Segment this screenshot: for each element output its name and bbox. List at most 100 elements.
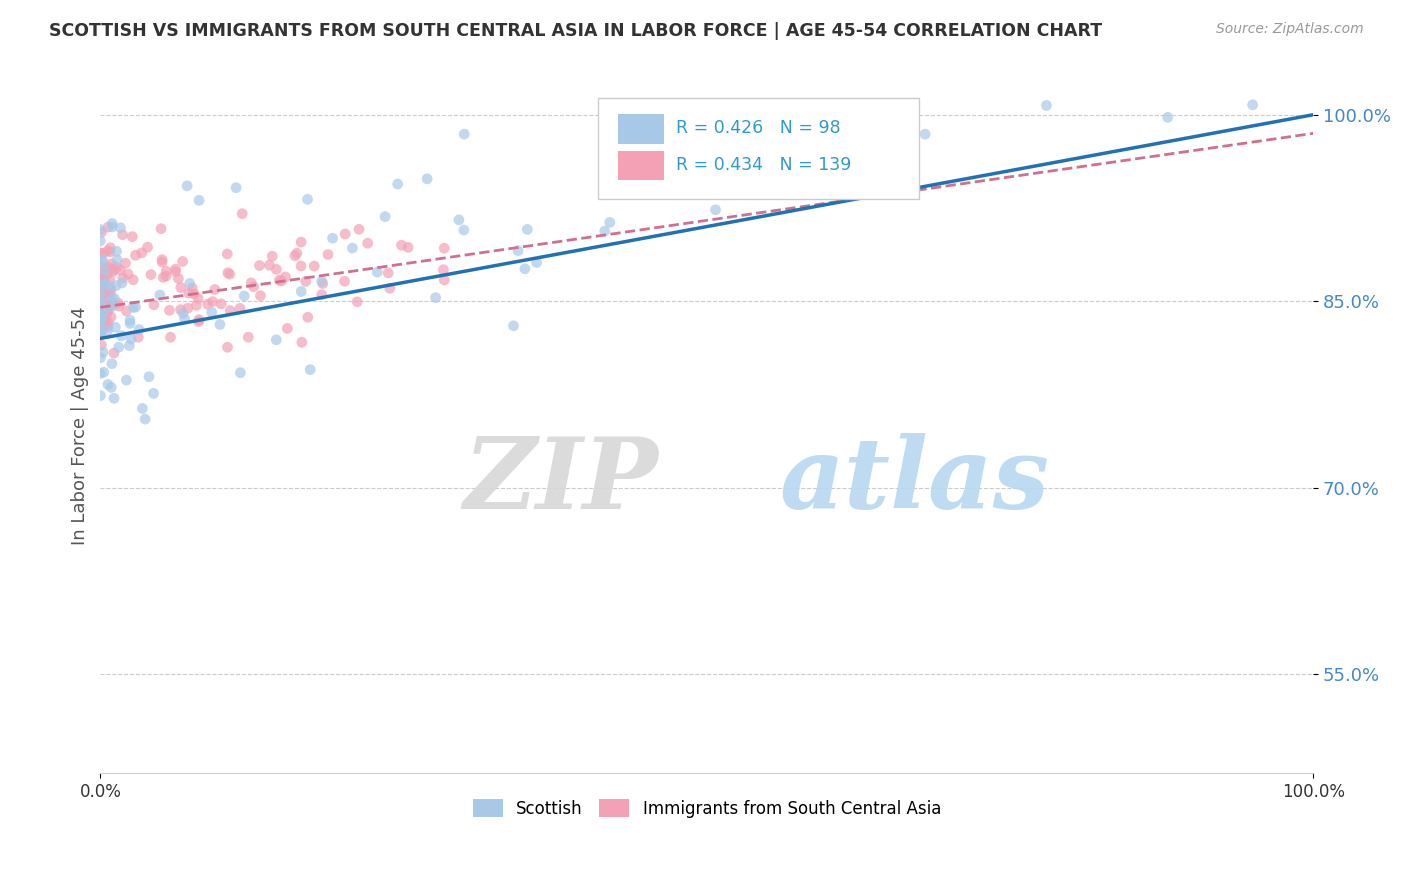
Point [117, 267, 139, 281]
Point [149, 288, 172, 302]
Point [93, 304, 115, 318]
Point [294, 274, 316, 288]
Point [506, 244, 529, 258]
Point [107, 340, 129, 354]
Point [131, 245, 153, 260]
Point [274, 269, 297, 284]
Point [97, 316, 120, 330]
Point [516, 222, 538, 236]
Point [312, 277, 335, 291]
Point [647, 167, 669, 181]
Point [134, 412, 156, 426]
Point [217, 266, 239, 280]
Point [89, 319, 111, 334]
Point [225, 180, 247, 194]
Point [704, 202, 727, 217]
Point [187, 291, 209, 305]
Point [201, 294, 224, 309]
Point [104, 320, 127, 334]
Point [93, 365, 115, 379]
Point [242, 279, 264, 293]
Point [231, 207, 253, 221]
Point [111, 227, 134, 242]
Point [101, 264, 124, 278]
Point [89, 351, 111, 365]
Point [181, 281, 204, 295]
Point [284, 249, 307, 263]
Point [101, 357, 124, 371]
Point [90, 311, 112, 326]
Text: atlas: atlas [779, 433, 1050, 529]
Point [115, 373, 138, 387]
Text: ZIP: ZIP [464, 433, 658, 529]
Point [333, 227, 356, 241]
Point [599, 215, 621, 229]
Point [93, 316, 115, 330]
Point [136, 240, 159, 254]
Point [159, 330, 181, 344]
Point [110, 263, 132, 277]
Point [89, 298, 111, 312]
Point [346, 294, 368, 309]
Point [128, 323, 150, 337]
Point [124, 248, 146, 262]
Point [347, 222, 370, 236]
Point [122, 301, 145, 315]
Point [105, 244, 128, 259]
Text: R = 0.434   N = 139: R = 0.434 N = 139 [676, 156, 852, 174]
Point [131, 401, 153, 416]
Point [204, 283, 226, 297]
Point [93, 311, 115, 326]
Point [90, 260, 112, 274]
Point [115, 304, 138, 318]
Point [111, 271, 134, 285]
Point [101, 296, 124, 310]
Point [266, 333, 288, 347]
Point [124, 300, 146, 314]
Point [914, 127, 936, 141]
Point [98, 244, 121, 259]
Point [93, 301, 115, 315]
Point [94, 288, 117, 302]
Point [110, 220, 132, 235]
Point [150, 255, 173, 269]
Point [155, 264, 177, 278]
Point [89, 222, 111, 236]
Point [97, 303, 120, 318]
Point [217, 340, 239, 354]
Point [97, 324, 120, 338]
Point [233, 289, 256, 303]
Text: SCOTTISH VS IMMIGRANTS FROM SOUTH CENTRAL ASIA IN LABOR FORCE | AGE 45-54 CORREL: SCOTTISH VS IMMIGRANTS FROM SOUTH CENTRA… [49, 22, 1102, 40]
Point [98, 241, 121, 255]
Point [89, 311, 111, 326]
Point [183, 287, 205, 301]
Bar [619, 114, 665, 144]
Point [322, 231, 344, 245]
Point [333, 274, 356, 288]
Text: R = 0.426   N = 98: R = 0.426 N = 98 [676, 120, 841, 137]
Point [167, 271, 190, 285]
Point [179, 277, 201, 291]
Point [311, 274, 333, 288]
Point [91, 321, 114, 335]
Point [266, 262, 288, 277]
Point [1157, 111, 1180, 125]
Point [447, 212, 470, 227]
Point [91, 273, 114, 287]
Point [122, 273, 145, 287]
Point [177, 286, 200, 301]
Point [91, 322, 114, 336]
Point [217, 247, 239, 261]
Point [177, 301, 200, 315]
Point [100, 257, 122, 271]
Point [311, 287, 333, 301]
Point [101, 219, 124, 234]
Point [290, 259, 312, 273]
Point [114, 256, 136, 270]
Point [513, 261, 536, 276]
Point [188, 194, 211, 208]
Point [142, 298, 165, 312]
Point [91, 345, 114, 359]
Point [89, 286, 111, 301]
Point [100, 296, 122, 310]
